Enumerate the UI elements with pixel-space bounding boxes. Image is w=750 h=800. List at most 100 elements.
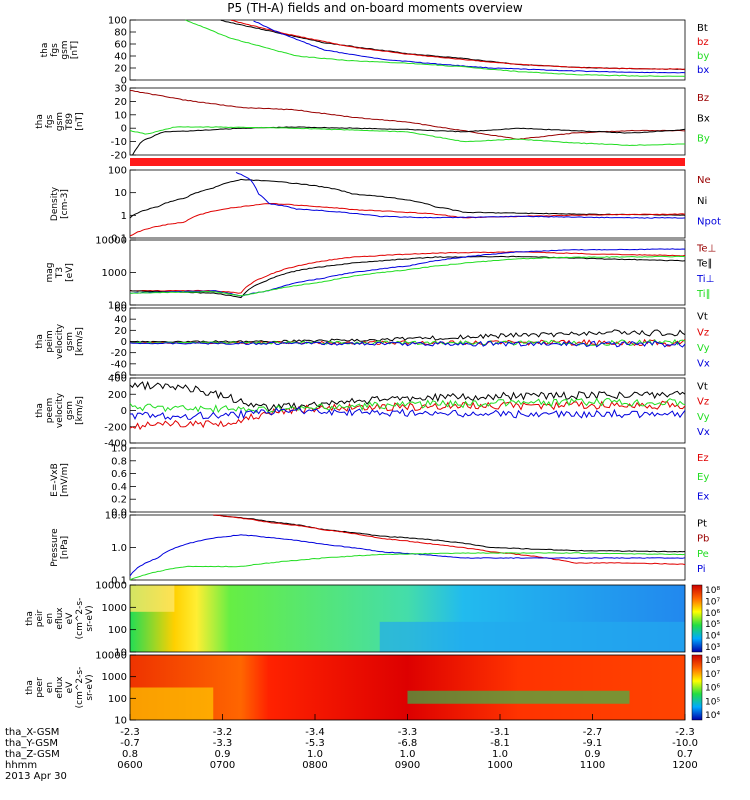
panel-4 <box>129 239 686 306</box>
x-axis-label: tha_Y-GSM <box>5 738 58 749</box>
x-tick-ygsm: -0.7 <box>120 738 140 749</box>
y-tick-label: 20 <box>114 326 127 337</box>
y-tick-label: 1000 <box>102 672 127 683</box>
y-axis-label: [nPa] <box>60 536 70 559</box>
y-tick-label: 100 <box>108 694 127 705</box>
series-line-blue <box>129 534 686 577</box>
y-tick-label: 0 <box>121 406 127 417</box>
legend-Pb: Pb <box>697 534 709 545</box>
y-axis-label: Density <box>50 186 60 221</box>
y-tick-label: 60 <box>114 40 127 51</box>
y-axis-label: gsm <box>65 401 75 420</box>
legend-Ti⊥: Ti⊥ <box>696 274 714 285</box>
separator-bar <box>130 158 685 166</box>
x-tick-xgsm: -3.1 <box>490 727 510 738</box>
y-axis-label: en <box>45 682 55 693</box>
y-tick-label: -20 <box>111 151 127 162</box>
x-tick-zgsm: 1.0 <box>400 749 416 760</box>
panel-frame <box>129 377 686 444</box>
panel-frame <box>129 584 686 653</box>
y-axis-label: eflux <box>55 607 65 630</box>
y-axis-label: E=-VxB <box>50 463 60 497</box>
y-tick-label: 40 <box>114 52 127 63</box>
y-tick-label: 100 <box>108 166 127 177</box>
legend-Bx: Bx <box>697 113 710 124</box>
legend-Vz: Vz <box>697 397 709 408</box>
series-line-green <box>129 126 685 147</box>
y-axis-label: tha <box>25 680 35 695</box>
legend-Vy: Vy <box>697 343 710 354</box>
series-line-darkred <box>129 90 686 140</box>
x-tick-xgsm: -3.3 <box>398 727 418 738</box>
x-tick-ygsm: -3.3 <box>213 738 233 749</box>
y-tick-label: 0.8 <box>111 456 127 467</box>
y-tick-label: 0.1 <box>111 576 127 587</box>
y-tick-label: 10 <box>114 648 127 659</box>
series-line-blue <box>129 406 686 421</box>
legend-By: By <box>697 134 710 145</box>
y-axis-label: en <box>45 613 55 624</box>
panel-frame <box>129 169 686 239</box>
legend-Pe: Pe <box>697 549 709 560</box>
x-tick-time: 0700 <box>210 760 235 771</box>
y-tick-label: -10 <box>111 137 127 148</box>
y-tick-label: 0.1 <box>111 234 127 245</box>
series-line-black <box>130 126 686 156</box>
panel-6 <box>129 377 686 444</box>
x-tick-xgsm: -2.3 <box>675 727 695 738</box>
series-line-black <box>129 178 686 219</box>
y-tick-label: 200 <box>108 390 127 401</box>
colorbar-tick-label: 10⁷ <box>705 597 720 607</box>
y-tick-label: 1 <box>121 211 127 222</box>
x-tick-zgsm: 0.8 <box>122 749 138 760</box>
legend-Ey: Ey <box>697 472 709 483</box>
y-axis-label: peim <box>45 330 55 353</box>
y-tick-label: 10.0 <box>105 511 127 522</box>
x-tick-zgsm: 0.9 <box>215 749 231 760</box>
y-tick-label: -40 <box>111 359 127 370</box>
legend-Npot: Npot <box>697 216 721 227</box>
series-line-green <box>185 19 686 77</box>
series-line-green <box>129 552 686 581</box>
legend-Ti∥: Ti∥ <box>696 289 711 300</box>
y-axis-label: velocity <box>55 323 65 359</box>
y-axis-label: fgs <box>50 43 60 57</box>
legend-Bt: Bt <box>697 23 708 34</box>
y-axis-label: eV <box>65 681 75 694</box>
y-axis-label: sr-eV) <box>85 605 95 631</box>
y-axis-label: fgs <box>45 114 55 128</box>
chart-title: P5 (TH-A) fields and on-board moments ov… <box>227 1 523 15</box>
y-tick-label: 10000 <box>95 651 127 662</box>
y-tick-label: 400 <box>108 374 127 385</box>
y-axis-label: gsm <box>60 40 70 59</box>
colorbar-tick-label: 10⁶ <box>705 609 720 619</box>
y-tick-label: 1000 <box>102 268 127 279</box>
y-axis-label: tha <box>35 403 45 418</box>
colorbar-1 <box>691 584 703 653</box>
x-tick-time: 0800 <box>302 760 327 771</box>
series-line-red <box>129 203 686 237</box>
y-tick-label: 100 <box>108 16 127 27</box>
x-tick-xgsm: -3.2 <box>213 727 233 738</box>
series-line-green <box>129 397 686 414</box>
x-tick-ygsm: -10.0 <box>672 738 698 749</box>
series-line-blue <box>253 20 686 74</box>
series-line-red <box>129 400 686 431</box>
x-tick-xgsm: -2.7 <box>583 727 603 738</box>
y-tick-label: 10 <box>114 188 127 199</box>
legend-by: by <box>697 51 709 62</box>
x-tick-xgsm: -3.4 <box>305 727 325 738</box>
y-axis-label: gsm <box>65 332 75 351</box>
x-axis-label: hhmm <box>5 760 37 771</box>
legend-Ex: Ex <box>697 492 709 503</box>
legend-Ez: Ez <box>697 453 709 464</box>
colorbar-tick-label: 10⁵ <box>705 697 720 707</box>
heatmap-band <box>379 621 685 652</box>
y-tick-label: 0 <box>121 124 127 135</box>
y-axis-label: sr-eV) <box>85 674 95 700</box>
series-line-black <box>213 514 686 553</box>
heatmap-2 <box>130 655 685 720</box>
y-axis-label: tha <box>25 611 35 626</box>
y-tick-label: 1.0 <box>111 444 127 455</box>
series-line-black <box>129 329 686 343</box>
